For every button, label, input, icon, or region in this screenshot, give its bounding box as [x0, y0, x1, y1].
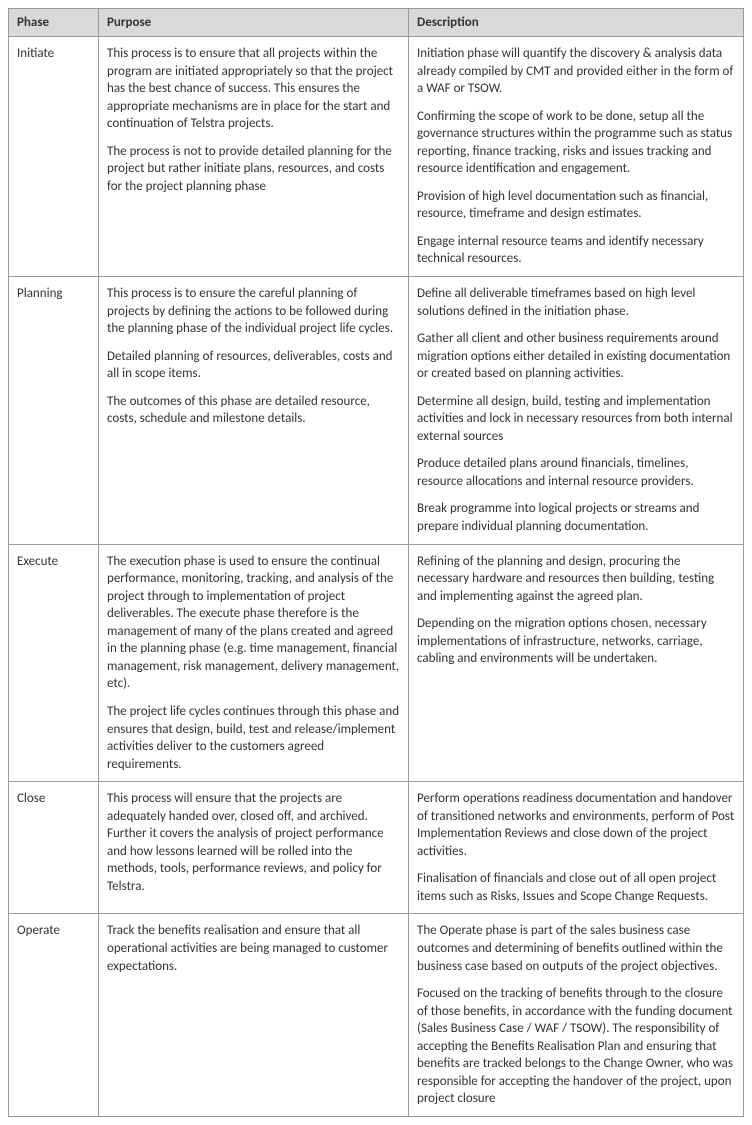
- phase-name: Initiate: [17, 45, 90, 63]
- description-paragraph: Gather all client and other business req…: [417, 330, 735, 383]
- description-paragraph: Initiation phase will quantify the disco…: [417, 45, 735, 98]
- cell-phase: Close: [9, 782, 99, 914]
- phase-name: Planning: [17, 285, 90, 303]
- table-row: Operate Track the benefits realisation an…: [9, 914, 744, 1116]
- table-header-row: Phase Purpose Description: [9, 9, 744, 37]
- description-paragraph: Finalisation of financials and close out…: [417, 870, 735, 905]
- purpose-paragraph: Detailed planning of resources, delivera…: [107, 348, 400, 383]
- phase-name: Close: [17, 790, 90, 808]
- purpose-paragraph: This process will ensure that the projec…: [107, 790, 400, 895]
- description-paragraph: Determine all design, build, testing and…: [417, 393, 735, 446]
- cell-purpose: The execution phase is used to ensure th…: [99, 544, 409, 782]
- cell-purpose: This process will ensure that the projec…: [99, 782, 409, 914]
- description-paragraph: Provision of high level documentation su…: [417, 188, 735, 223]
- description-paragraph: Focused on the tracking of benefits thro…: [417, 985, 735, 1108]
- phase-name: Execute: [17, 553, 90, 571]
- col-header-phase: Phase: [9, 9, 99, 37]
- table-row: Planning This process is to ensure the ca…: [9, 277, 744, 545]
- cell-description: Refining of the planning and design, pro…: [409, 544, 744, 782]
- purpose-paragraph: This process is to ensure the careful pl…: [107, 285, 400, 338]
- col-header-description: Description: [409, 9, 744, 37]
- description-paragraph: Engage internal resource teams and ident…: [417, 233, 735, 268]
- purpose-paragraph: The process is not to provide detailed p…: [107, 143, 400, 196]
- table-row: Execute The execution phase is used to en…: [9, 544, 744, 782]
- phase-name: Operate: [17, 922, 90, 940]
- cell-phase: Operate: [9, 914, 99, 1116]
- cell-phase: Planning: [9, 277, 99, 545]
- purpose-paragraph: The project life cycles continues throug…: [107, 703, 400, 773]
- cell-description: The Operate phase is part of the sales b…: [409, 914, 744, 1116]
- description-paragraph: Confirming the scope of work to be done,…: [417, 108, 735, 178]
- cell-purpose: This process is to ensure the careful pl…: [99, 277, 409, 545]
- purpose-paragraph: This process is to ensure that all proje…: [107, 45, 400, 133]
- purpose-paragraph: The outcomes of this phase are detailed …: [107, 393, 400, 428]
- col-header-purpose: Purpose: [99, 9, 409, 37]
- description-paragraph: Produce detailed plans around financials…: [417, 455, 735, 490]
- table-row: Close This process will ensure that the p…: [9, 782, 744, 914]
- cell-purpose: Track the benefits realisation and ensur…: [99, 914, 409, 1116]
- phase-table: Phase Purpose Description Initiate This p…: [8, 8, 744, 1117]
- cell-phase: Initiate: [9, 37, 99, 277]
- description-paragraph: Break programme into logical projects or…: [417, 500, 735, 535]
- description-paragraph: Refining of the planning and design, pro…: [417, 553, 735, 606]
- cell-description: Define all deliverable timeframes based …: [409, 277, 744, 545]
- description-paragraph: Depending on the migration options chose…: [417, 615, 735, 668]
- purpose-paragraph: The execution phase is used to ensure th…: [107, 553, 400, 693]
- purpose-paragraph: Track the benefits realisation and ensur…: [107, 922, 400, 975]
- cell-purpose: This process is to ensure that all proje…: [99, 37, 409, 277]
- description-paragraph: Define all deliverable timeframes based …: [417, 285, 735, 320]
- cell-phase: Execute: [9, 544, 99, 782]
- table-row: Initiate This process is to ensure that a…: [9, 37, 744, 277]
- cell-description: Perform operations readiness documentati…: [409, 782, 744, 914]
- cell-description: Initiation phase will quantify the disco…: [409, 37, 744, 277]
- description-paragraph: Perform operations readiness documentati…: [417, 790, 735, 860]
- description-paragraph: The Operate phase is part of the sales b…: [417, 922, 735, 975]
